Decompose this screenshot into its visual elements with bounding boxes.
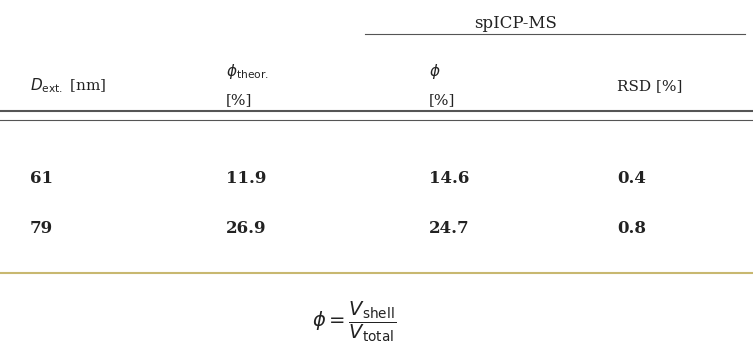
Text: 11.9: 11.9 <box>226 170 267 187</box>
Text: 79: 79 <box>30 220 53 237</box>
Text: RSD [%]: RSD [%] <box>617 79 683 93</box>
Text: $\phi$: $\phi$ <box>429 62 441 81</box>
Text: 61: 61 <box>30 170 53 187</box>
Text: spICP-MS: spICP-MS <box>474 15 557 32</box>
Text: [%]: [%] <box>429 93 456 107</box>
Text: 26.9: 26.9 <box>226 220 267 237</box>
Text: [%]: [%] <box>226 93 252 107</box>
Text: 0.8: 0.8 <box>617 220 647 237</box>
Text: 14.6: 14.6 <box>429 170 470 187</box>
Text: $\phi_{\mathrm{theor.}}$: $\phi_{\mathrm{theor.}}$ <box>226 62 269 81</box>
Text: 0.4: 0.4 <box>617 170 646 187</box>
Text: $\phi = \dfrac{V_{\mathrm{shell}}}{V_{\mathrm{total}}}$: $\phi = \dfrac{V_{\mathrm{shell}}}{V_{\m… <box>312 299 396 344</box>
Text: 24.7: 24.7 <box>429 220 470 237</box>
Text: $D_{\mathrm{ext.}}$ [nm]: $D_{\mathrm{ext.}}$ [nm] <box>30 76 107 95</box>
